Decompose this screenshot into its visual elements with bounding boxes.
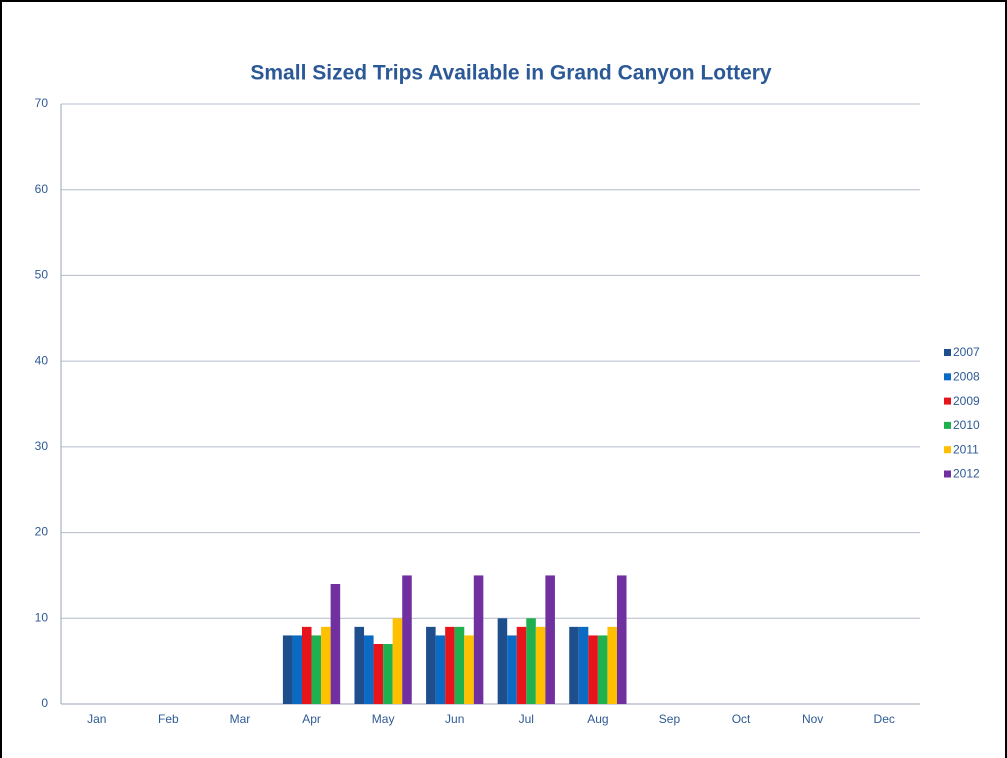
x-tick-label: Dec	[874, 712, 895, 726]
legend-label: 2011	[953, 442, 979, 456]
legend-swatch	[944, 421, 951, 429]
x-tick-label: May	[372, 712, 395, 726]
bar	[616, 575, 627, 704]
legend-swatch	[944, 349, 951, 356]
bar	[507, 635, 517, 704]
legend-label: 2009	[953, 394, 980, 408]
y-tick-label: 0	[41, 696, 48, 710]
bar	[373, 644, 384, 704]
bar	[516, 626, 527, 704]
legend-swatch	[944, 373, 951, 381]
x-tick-label: Jun	[445, 712, 464, 726]
bar	[426, 626, 436, 704]
legend-label: 2007	[953, 345, 980, 359]
y-tick-label: 30	[35, 439, 49, 453]
y-tick-label: 10	[35, 610, 49, 624]
bar	[364, 635, 374, 704]
bar	[464, 635, 474, 704]
bar	[311, 635, 322, 704]
x-tick-label: Sep	[659, 712, 681, 726]
bar	[354, 626, 365, 704]
bar	[473, 575, 484, 704]
bar	[301, 626, 312, 704]
bar	[578, 626, 589, 704]
bar	[526, 618, 536, 704]
legend-label: 2012	[953, 467, 980, 481]
bar	[402, 575, 412, 704]
bar	[545, 575, 555, 704]
y-tick-label: 40	[35, 353, 49, 367]
x-tick-label: Jan	[87, 712, 106, 726]
bar	[435, 635, 446, 704]
x-tick-label: Jul	[519, 712, 534, 726]
legend-swatch	[944, 470, 951, 478]
chart-title: Small Sized Trips Available in Grand Can…	[250, 62, 772, 85]
x-tick-label: Feb	[158, 712, 179, 726]
bar	[569, 626, 579, 704]
bar	[607, 626, 617, 704]
bar	[445, 626, 455, 704]
legend-swatch	[944, 397, 951, 405]
y-tick-label: 70	[35, 96, 49, 110]
bar	[454, 626, 465, 704]
bar	[497, 618, 508, 704]
bar	[282, 635, 293, 704]
x-tick-label: Apr	[302, 712, 321, 726]
bar	[392, 618, 403, 704]
y-tick-label: 60	[35, 182, 49, 196]
bar	[535, 626, 546, 704]
bar	[383, 644, 393, 704]
bar	[321, 626, 331, 704]
bar	[330, 584, 341, 704]
bar	[292, 635, 302, 704]
bar	[597, 635, 608, 704]
x-tick-label: Mar	[230, 712, 251, 726]
legend-swatch	[944, 446, 951, 454]
legend-label: 2010	[953, 418, 980, 432]
y-tick-label: 20	[35, 525, 49, 539]
x-tick-label: Oct	[732, 712, 751, 726]
legend-label: 2008	[953, 369, 980, 383]
x-tick-label: Aug	[587, 712, 608, 726]
x-tick-label: Nov	[802, 712, 823, 726]
bar	[588, 635, 598, 704]
y-tick-label: 50	[35, 268, 49, 282]
